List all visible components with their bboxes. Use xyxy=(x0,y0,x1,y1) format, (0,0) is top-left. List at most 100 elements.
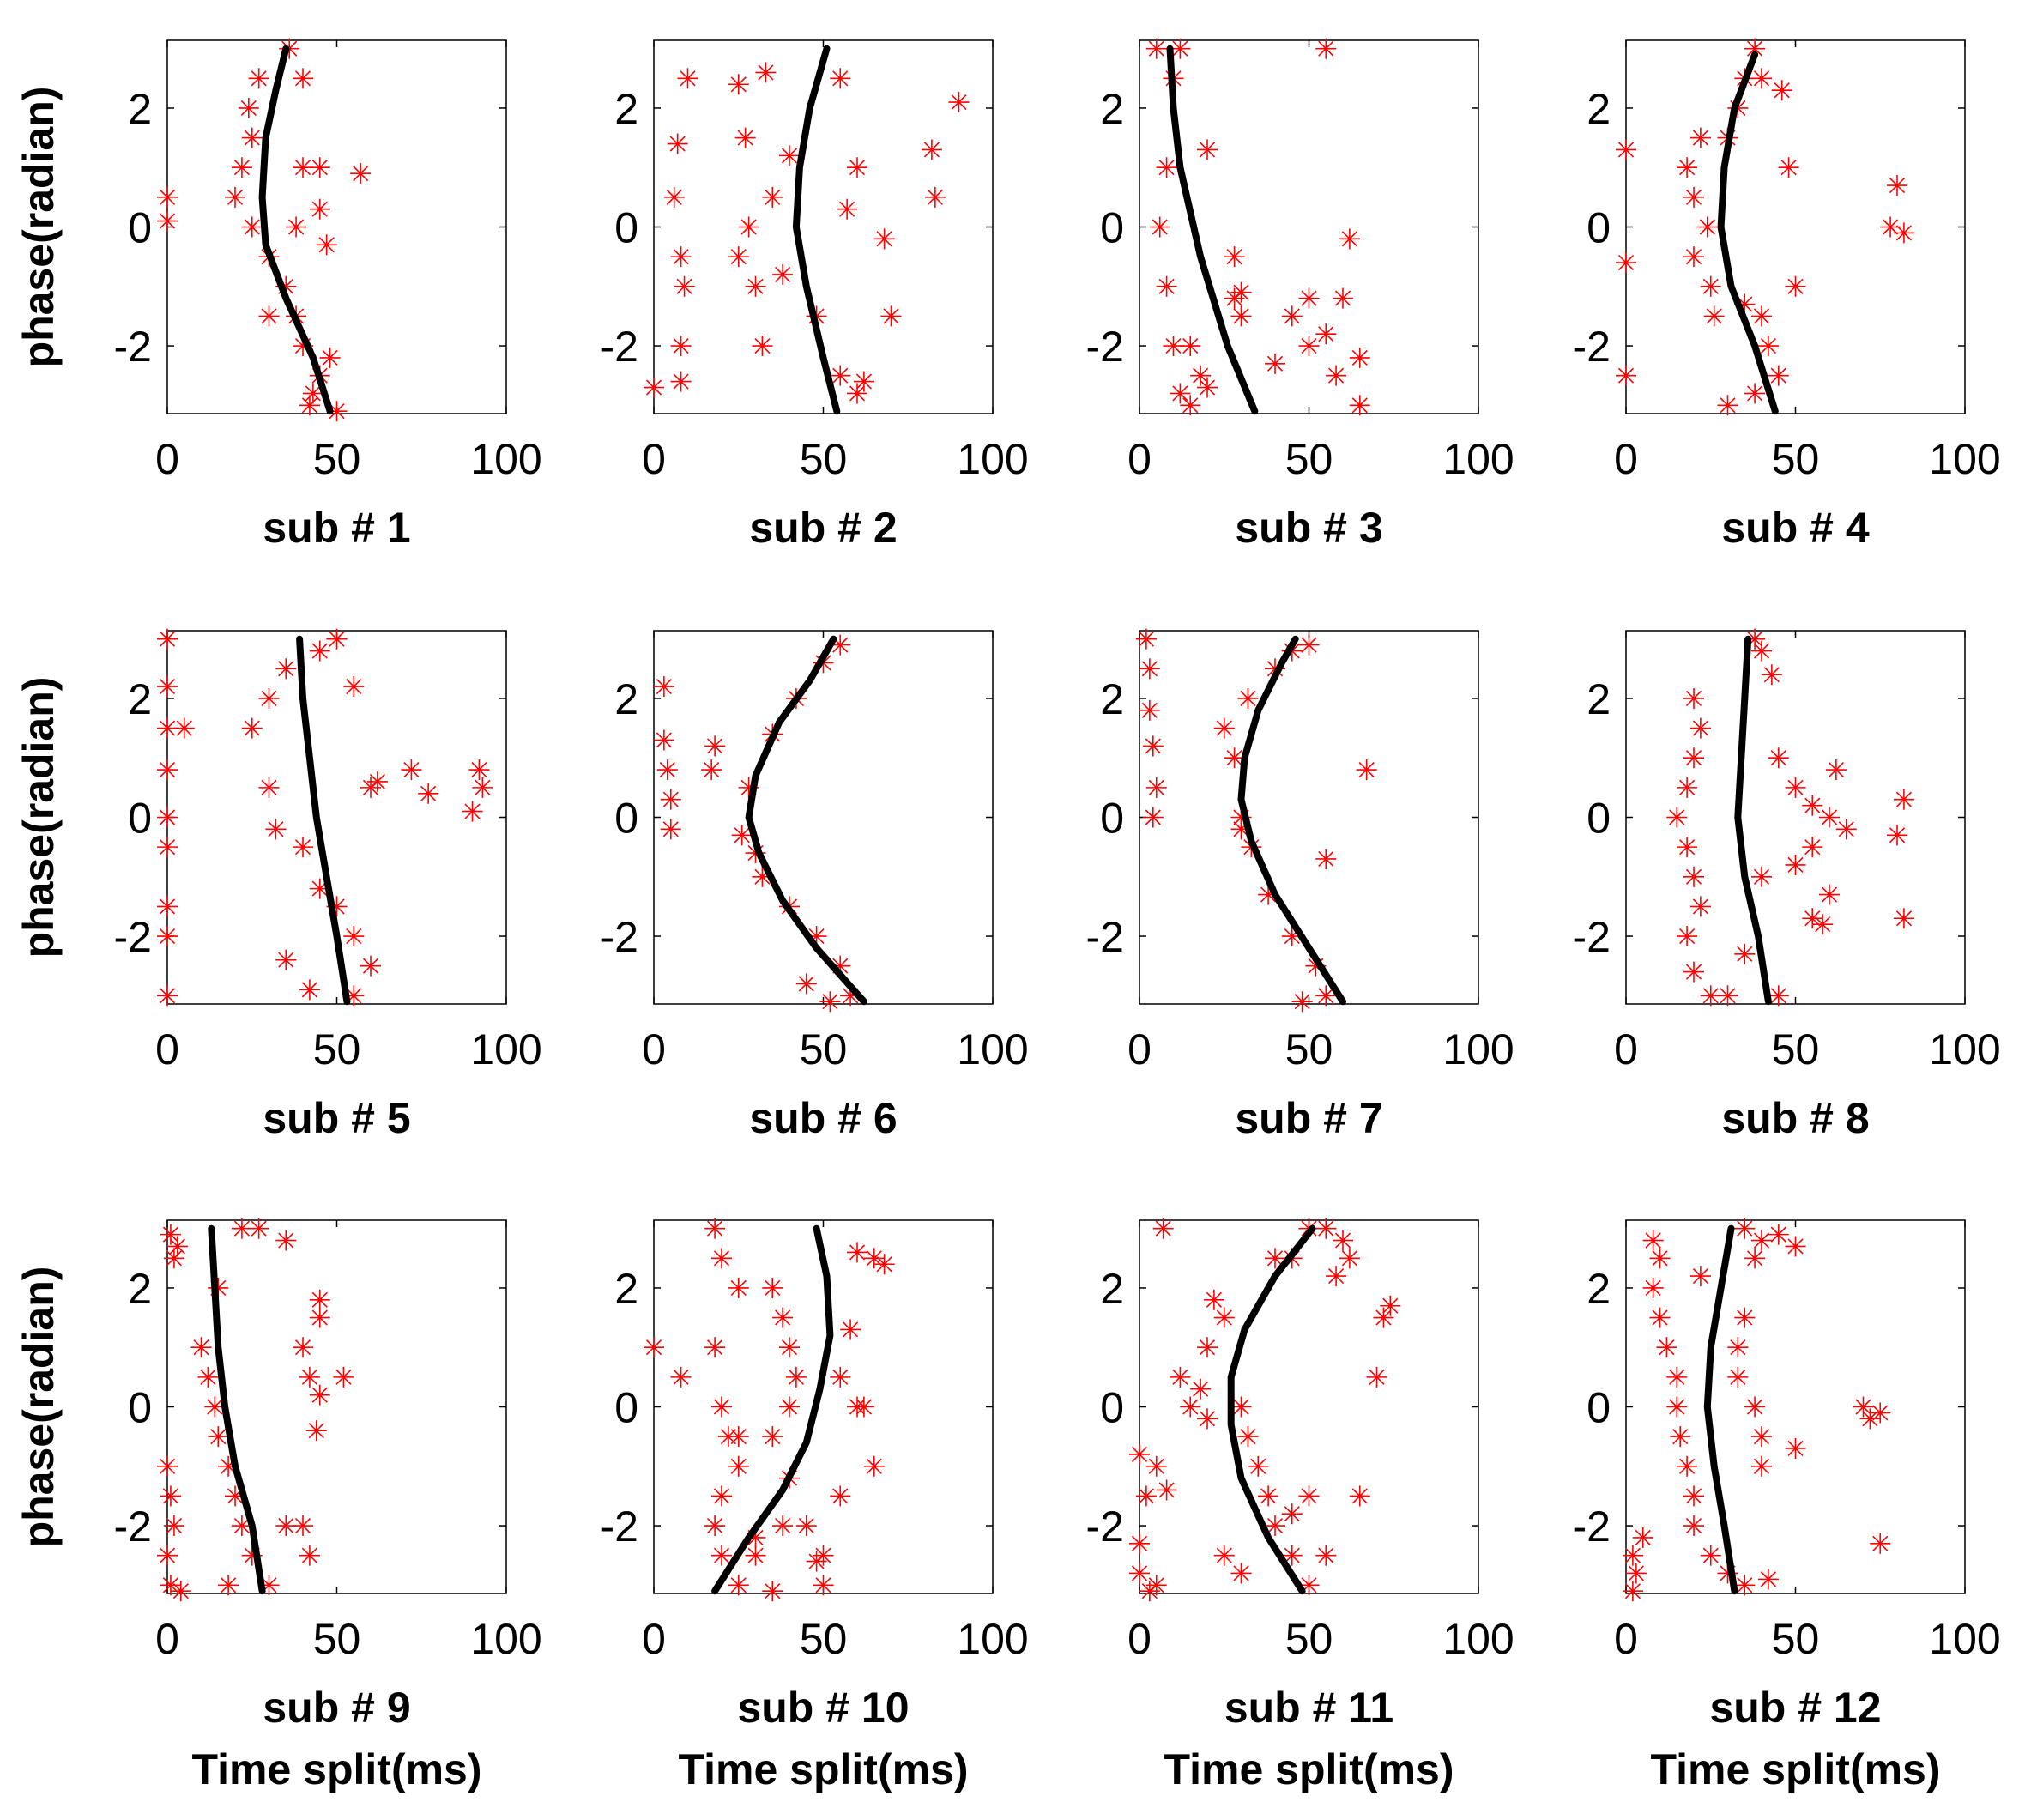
data-point-stroke xyxy=(1895,225,1912,241)
data-point xyxy=(1291,991,1313,1013)
data-point xyxy=(309,157,330,178)
data-point-stroke xyxy=(1301,290,1317,306)
y-tick-label: -2 xyxy=(1573,1503,1611,1551)
data-point-stroke xyxy=(866,1250,882,1267)
fit-curve xyxy=(1166,45,1259,415)
data-point xyxy=(772,1515,794,1537)
data-point-stroke xyxy=(301,1547,317,1563)
data-point-stroke xyxy=(1737,1309,1753,1326)
data-point xyxy=(762,186,783,208)
data-point-stroke xyxy=(1145,809,1161,825)
y-tick-label: 0 xyxy=(1587,204,1611,252)
data-point-stroke xyxy=(1341,231,1357,247)
data-point xyxy=(1180,1396,1201,1418)
data-point-stroke xyxy=(346,928,362,945)
y-tick-label: 0 xyxy=(128,204,152,252)
data-point xyxy=(302,383,323,404)
data-point-stroke xyxy=(1685,249,1702,265)
data-point xyxy=(275,658,297,680)
data-point-stroke xyxy=(329,403,345,420)
fit-curve xyxy=(745,635,867,1006)
data-point xyxy=(738,216,759,238)
data-point xyxy=(711,1396,732,1418)
data-point-stroke xyxy=(1145,738,1161,754)
data-point xyxy=(1670,1426,1691,1448)
data-point xyxy=(1380,1295,1401,1316)
data-point xyxy=(1768,985,1789,1007)
data-point-stroke xyxy=(1895,910,1912,927)
data-point xyxy=(1717,985,1738,1007)
y-tick-label: -2 xyxy=(601,1503,638,1551)
data-point-stroke xyxy=(1152,219,1168,235)
y-tick-label: -2 xyxy=(1086,1503,1124,1551)
data-point-stroke xyxy=(1141,661,1158,677)
data-point xyxy=(1349,347,1370,368)
data-point-stroke xyxy=(1165,337,1182,354)
data-point xyxy=(1751,1455,1772,1477)
data-point xyxy=(293,1515,313,1537)
data-point xyxy=(309,198,330,220)
x-tick-label: 0 xyxy=(155,1615,179,1663)
data-point-stroke xyxy=(1266,1250,1284,1267)
data-point-stroke xyxy=(1685,690,1702,707)
x-tick-label: 50 xyxy=(1772,1025,1820,1073)
subplot-label: sub # 7 xyxy=(1235,1094,1382,1142)
data-point-stroke xyxy=(1770,367,1786,384)
data-point-stroke xyxy=(420,785,437,801)
data-point-stroke xyxy=(200,1369,216,1385)
data-point xyxy=(1356,759,1377,781)
data-point xyxy=(880,305,902,327)
data-point xyxy=(248,1218,269,1239)
y-tick-label: 0 xyxy=(614,1384,638,1432)
data-point-stroke xyxy=(707,738,723,754)
data-point xyxy=(762,1426,783,1448)
subplot-label: sub # 5 xyxy=(263,1094,410,1142)
data-point xyxy=(1785,1236,1806,1257)
data-point xyxy=(670,1366,692,1388)
subplot-8: 0 50 100 2 0 -2 sub # 8 xyxy=(1573,628,2001,1142)
data-point-stroke xyxy=(1318,850,1334,868)
data-point xyxy=(1859,1408,1881,1430)
data-point-stroke xyxy=(673,249,689,265)
data-point xyxy=(1689,127,1711,148)
data-point-stroke xyxy=(294,839,311,856)
data-point-stroke xyxy=(278,952,294,968)
data-point-stroke xyxy=(329,631,345,647)
data-point xyxy=(275,1230,297,1251)
data-point-stroke xyxy=(843,1321,859,1338)
data-point-stroke xyxy=(1889,827,1906,843)
y-tick-label: 0 xyxy=(1100,204,1124,252)
data-point-stroke xyxy=(1375,1309,1392,1326)
data-point xyxy=(1156,157,1177,178)
data-point xyxy=(1373,1307,1394,1328)
data-point xyxy=(1190,365,1212,386)
subplot-6: 0 50 100 2 0 -2 sub # 6 xyxy=(601,630,1029,1142)
data-point xyxy=(1315,985,1337,1007)
data-point-stroke xyxy=(673,373,689,390)
data-point xyxy=(309,640,330,662)
data-point-stroke xyxy=(855,1399,872,1415)
data-point-stroke xyxy=(765,189,781,205)
subplot-11: 0 50 100 2 0 -2 sub # 11 Time split(ms) xyxy=(1086,1218,1514,1793)
data-point-stroke xyxy=(707,1339,723,1356)
data-point xyxy=(847,157,867,178)
y-tick-label: 0 xyxy=(128,795,152,843)
x-tick-label: 100 xyxy=(1442,1025,1514,1073)
subplot-label: sub # 4 xyxy=(1721,504,1869,552)
data-point xyxy=(1677,157,1698,178)
y-tick-label: 2 xyxy=(1100,675,1124,723)
data-point-stroke xyxy=(1889,177,1906,194)
data-point-stroke xyxy=(832,70,849,87)
data-point-stroke xyxy=(1753,308,1770,324)
data-point xyxy=(1666,1396,1688,1418)
data-point-stroke xyxy=(1250,1458,1266,1474)
data-point-stroke xyxy=(1131,1535,1148,1551)
data-point-stroke xyxy=(1692,1268,1708,1285)
data-point-stroke xyxy=(1216,1547,1232,1563)
data-point xyxy=(1170,383,1191,404)
data-point-stroke xyxy=(233,1517,250,1534)
data-point xyxy=(157,985,178,1007)
data-point xyxy=(1180,395,1201,416)
data-point-stroke xyxy=(1669,1369,1685,1385)
data-point-stroke xyxy=(1760,337,1776,354)
